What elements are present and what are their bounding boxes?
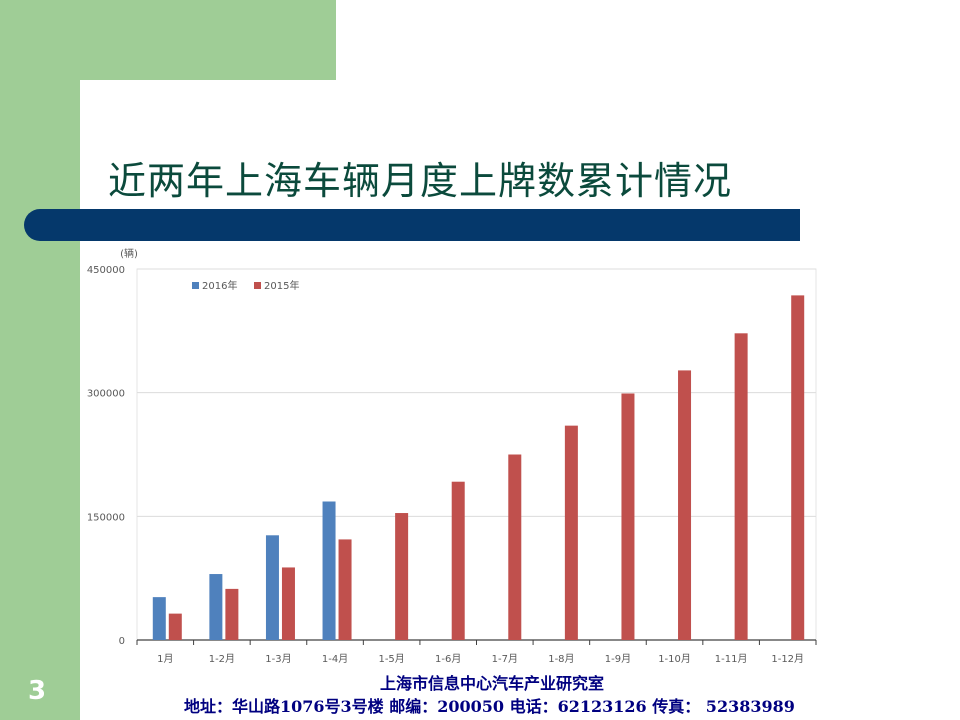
bar-series-b [281, 567, 295, 640]
x-tick-label: 1-3月 [265, 653, 291, 665]
bar-series-a [265, 535, 279, 640]
x-tick-label: 1-12月 [771, 653, 804, 665]
bar-series-b [225, 588, 239, 640]
x-tick-label: 1-9月 [605, 653, 631, 665]
bar-series-b [734, 333, 748, 640]
y-tick-label: 0 [119, 636, 125, 647]
bar-series-a [322, 501, 336, 640]
x-tick-label: 1-5月 [378, 653, 404, 665]
legend-swatch [192, 282, 199, 289]
y-tick-label: 450000 [87, 265, 125, 276]
y-axis-label: (辆) [120, 247, 138, 260]
bar-series-b [395, 513, 409, 640]
x-tick-label: 1-7月 [492, 653, 518, 665]
bar-series-b [621, 393, 635, 640]
legend-swatch [254, 282, 261, 289]
bar-series-b [508, 454, 522, 640]
bar-series-b [338, 539, 352, 640]
page-title: 近两年上海车辆月度上牌数累计情况 [108, 159, 733, 203]
x-tick-label: 1月 [157, 653, 173, 665]
x-tick-label: 1-4月 [322, 653, 348, 665]
bar-series-b [678, 370, 692, 640]
x-tick-label: 1-6月 [435, 653, 461, 665]
legend-label: 2015年 [264, 279, 299, 292]
title-underline-bar [24, 209, 800, 241]
x-tick-label: 1-8月 [548, 653, 574, 665]
bar-series-b [451, 481, 465, 640]
footer-organization: 上海市信息中心汽车产业研究室 [380, 674, 605, 693]
footer-address: 地址：华山路1076号3号楼 邮编：200050 电话：62123126 传真：… [184, 697, 795, 716]
bar-series-b [791, 295, 805, 640]
bar-chart: 0 150000 300000 450000 (辆) 1月 1-2月 1-3月 1-4月 1-5月… [87, 247, 817, 665]
bar-series-a [209, 574, 223, 640]
legend-label: 2016年 [202, 279, 237, 292]
bar-series-a [152, 597, 166, 640]
y-tick-label: 300000 [87, 389, 125, 400]
y-tick-label: 150000 [87, 512, 125, 523]
accent-bar-left [0, 80, 80, 720]
page-number: 3 [28, 676, 47, 706]
bar-series-b [168, 613, 182, 640]
content-corner [80, 80, 180, 180]
x-tick-label: 1-11月 [715, 653, 748, 665]
bar-series-b [564, 425, 578, 640]
x-tick-label: 1-10月 [658, 653, 691, 665]
x-tick-label: 1-2月 [209, 653, 235, 665]
accent-block-top [0, 0, 336, 80]
plot-frame [136, 268, 817, 641]
